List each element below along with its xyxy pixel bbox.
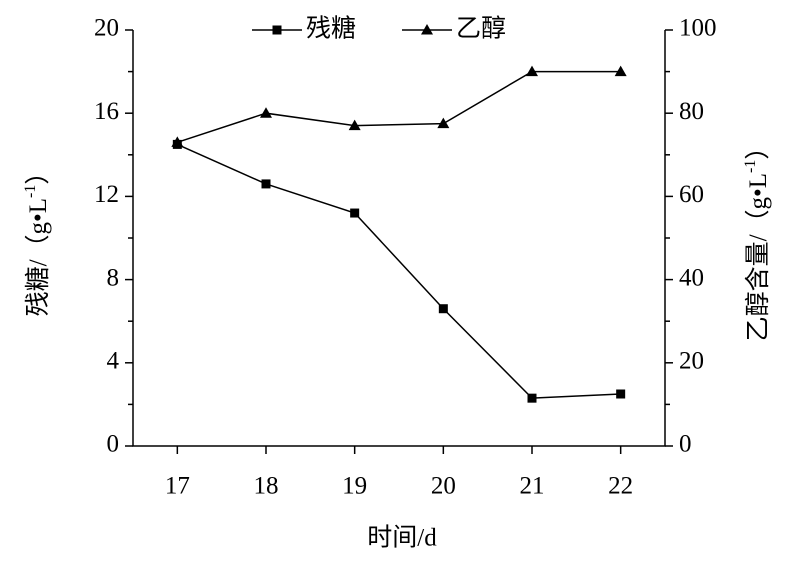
axes-frame [132, 30, 666, 447]
y-axis-title-text: 残糖/（g•L [24, 198, 52, 316]
y-tick-label: 0 [107, 431, 120, 458]
legend-label: 残糖 [306, 15, 356, 43]
point-marker [348, 119, 361, 131]
x-tick-label: 18 [254, 473, 279, 500]
y2-tick-label: 60 [679, 181, 704, 208]
point-marker [261, 179, 271, 189]
y-axis-title-sup: -1 [22, 185, 39, 198]
series-line [177, 70, 621, 144]
y-axis-title-end: ） [24, 160, 52, 185]
point-marker [272, 25, 282, 35]
y-tick-label: 8 [107, 264, 120, 291]
x-axis-title: 时间/d [367, 524, 437, 552]
series-line [177, 143, 621, 399]
point-marker [527, 393, 537, 403]
point-marker [438, 304, 448, 314]
point-marker [526, 65, 538, 77]
y-tick-label: 20 [94, 15, 119, 42]
y-axis-title: 残糖/（g•L-1） [22, 160, 52, 317]
x-tick-label: 20 [431, 473, 456, 500]
y2-tick-label: 80 [679, 98, 704, 125]
legend-label: 乙醇 [456, 15, 506, 43]
x-tick-label: 17 [165, 473, 190, 500]
x-tick-label: 19 [342, 473, 367, 500]
point-marker [171, 136, 184, 147]
point-marker [614, 65, 627, 77]
y2-tick-label: 40 [679, 264, 704, 291]
y-tick-label: 4 [107, 348, 120, 375]
point-marker [421, 24, 433, 35]
point-marker [260, 107, 272, 118]
y-tick-label: 12 [94, 181, 119, 208]
y2-axis-title: 乙醇含量/（g•L-1） [742, 135, 772, 342]
y2-tick-label: 100 [679, 15, 717, 42]
y2-axis-title-text: 乙醇含量/（g•L [744, 173, 772, 341]
y2-axis-title-end: ） [744, 135, 772, 160]
x-tick-label: 22 [608, 473, 633, 500]
x-tick-label: 21 [520, 473, 545, 500]
y2-axis-title-sup: -1 [742, 160, 759, 173]
y-tick-label: 16 [94, 98, 119, 125]
point-marker [437, 117, 450, 129]
point-marker [350, 208, 360, 218]
point-marker [616, 389, 626, 399]
y2-tick-label: 0 [679, 431, 692, 458]
y2-tick-label: 20 [679, 348, 704, 375]
